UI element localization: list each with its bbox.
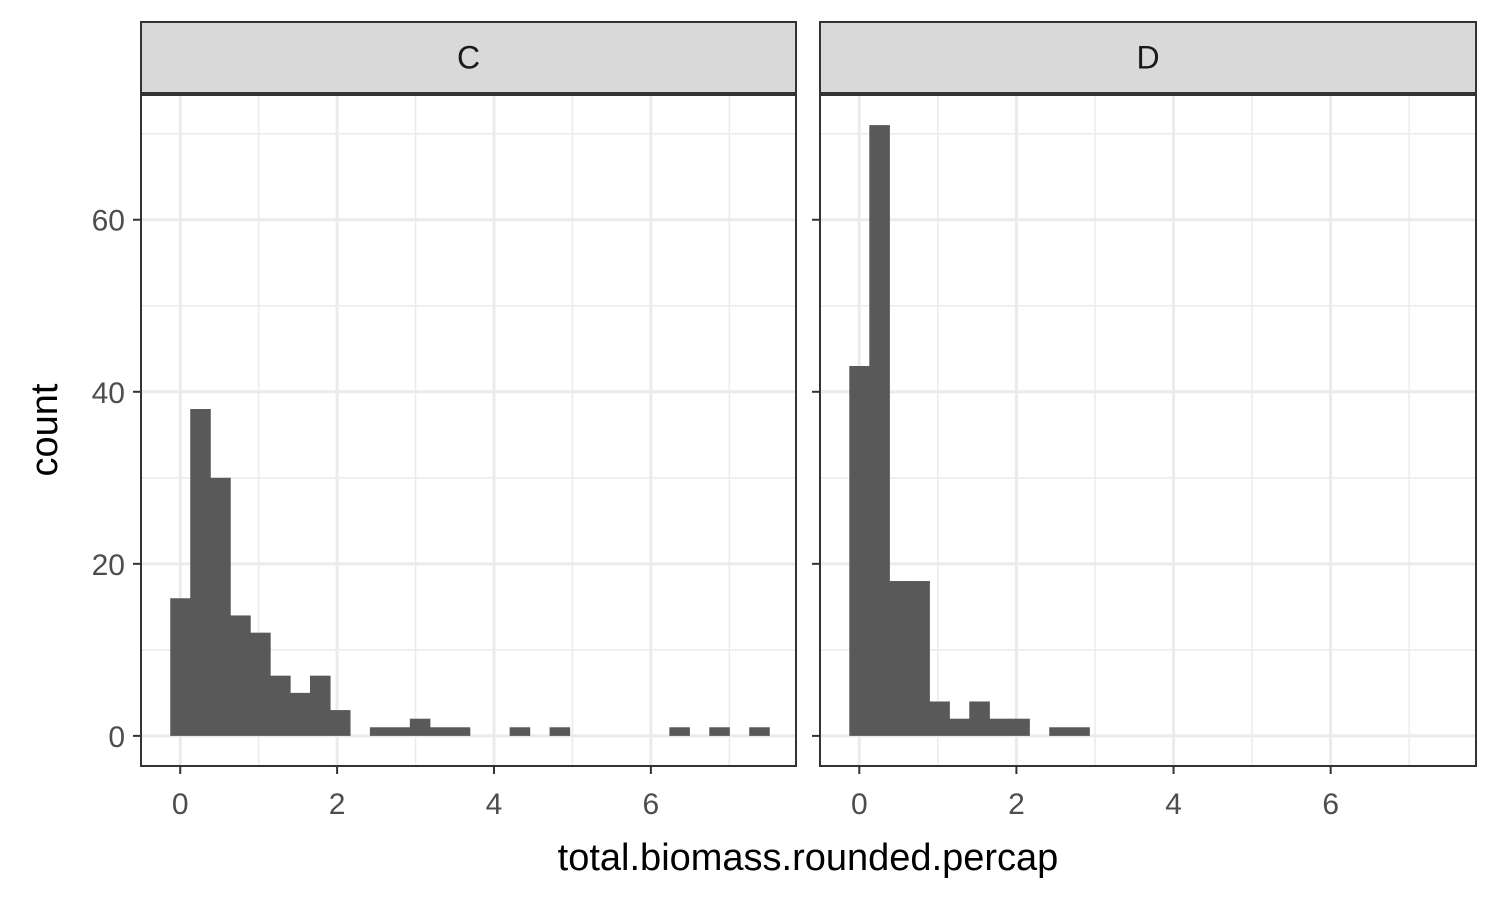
- histogram-bar: [909, 581, 930, 736]
- y-axis: 0 20 40 60: [92, 205, 820, 754]
- x-tick-label: 0: [172, 788, 189, 821]
- histogram-bar: [1069, 727, 1090, 736]
- histogram-bar: [1009, 718, 1030, 736]
- histogram-bar: [1049, 727, 1070, 736]
- histogram-bar: [869, 125, 890, 736]
- x-tick-label: 4: [1165, 788, 1182, 821]
- x-axis-title: total.biomass.rounded.percap: [558, 837, 1059, 879]
- y-axis-title: count: [24, 383, 66, 476]
- y-tick-label: 20: [92, 549, 125, 582]
- histogram-bar: [310, 675, 331, 736]
- x-tick-label: 6: [643, 788, 660, 821]
- histogram-bar: [270, 675, 291, 736]
- histogram-bar: [389, 727, 411, 736]
- histogram-bar: [230, 615, 251, 736]
- histogram-bar: [549, 727, 571, 736]
- x-axis: 0 2 4 6 0 2 4 6: [172, 766, 1339, 821]
- histogram-bar: [709, 727, 730, 736]
- histogram-bar: [849, 365, 870, 736]
- histogram-bar: [329, 710, 351, 736]
- facet-panel-c: C: [140, 21, 797, 767]
- histogram-bar: [449, 727, 471, 736]
- histogram-bar: [290, 692, 311, 736]
- histogram-bar: [989, 718, 1010, 736]
- facet-strip-label: C: [457, 40, 480, 76]
- panel-border: [140, 94, 797, 767]
- y-tick-label: 60: [92, 205, 125, 238]
- x-tick-label: 2: [1008, 788, 1025, 821]
- facet-strip-label: D: [1136, 40, 1159, 76]
- histogram-bar: [369, 727, 391, 736]
- panel-border: [819, 94, 1477, 767]
- facet-strip: [819, 21, 1477, 94]
- histogram-bar: [409, 718, 431, 736]
- x-tick-label: 0: [851, 788, 868, 821]
- histogram-bar: [749, 727, 770, 736]
- histogram-bar: [190, 408, 211, 736]
- x-tick-label: 2: [329, 788, 346, 821]
- histogram-bar: [929, 701, 950, 736]
- histogram-bar: [250, 632, 271, 736]
- histogram-bar: [889, 581, 910, 736]
- x-tick-label: 4: [486, 788, 503, 821]
- x-tick-label: 6: [1322, 788, 1339, 821]
- histogram-bar: [969, 701, 990, 736]
- histogram-bar: [429, 727, 451, 736]
- facet-strip: [140, 21, 797, 94]
- histogram-bar: [509, 727, 531, 736]
- y-tick-label: 0: [108, 721, 125, 754]
- y-tick-label: 40: [92, 377, 125, 410]
- histogram-bar: [949, 718, 970, 736]
- histogram-bar: [210, 477, 231, 736]
- histogram-bar: [669, 727, 690, 736]
- histogram-bar: [170, 598, 191, 736]
- facet-panel-d: D: [819, 21, 1477, 767]
